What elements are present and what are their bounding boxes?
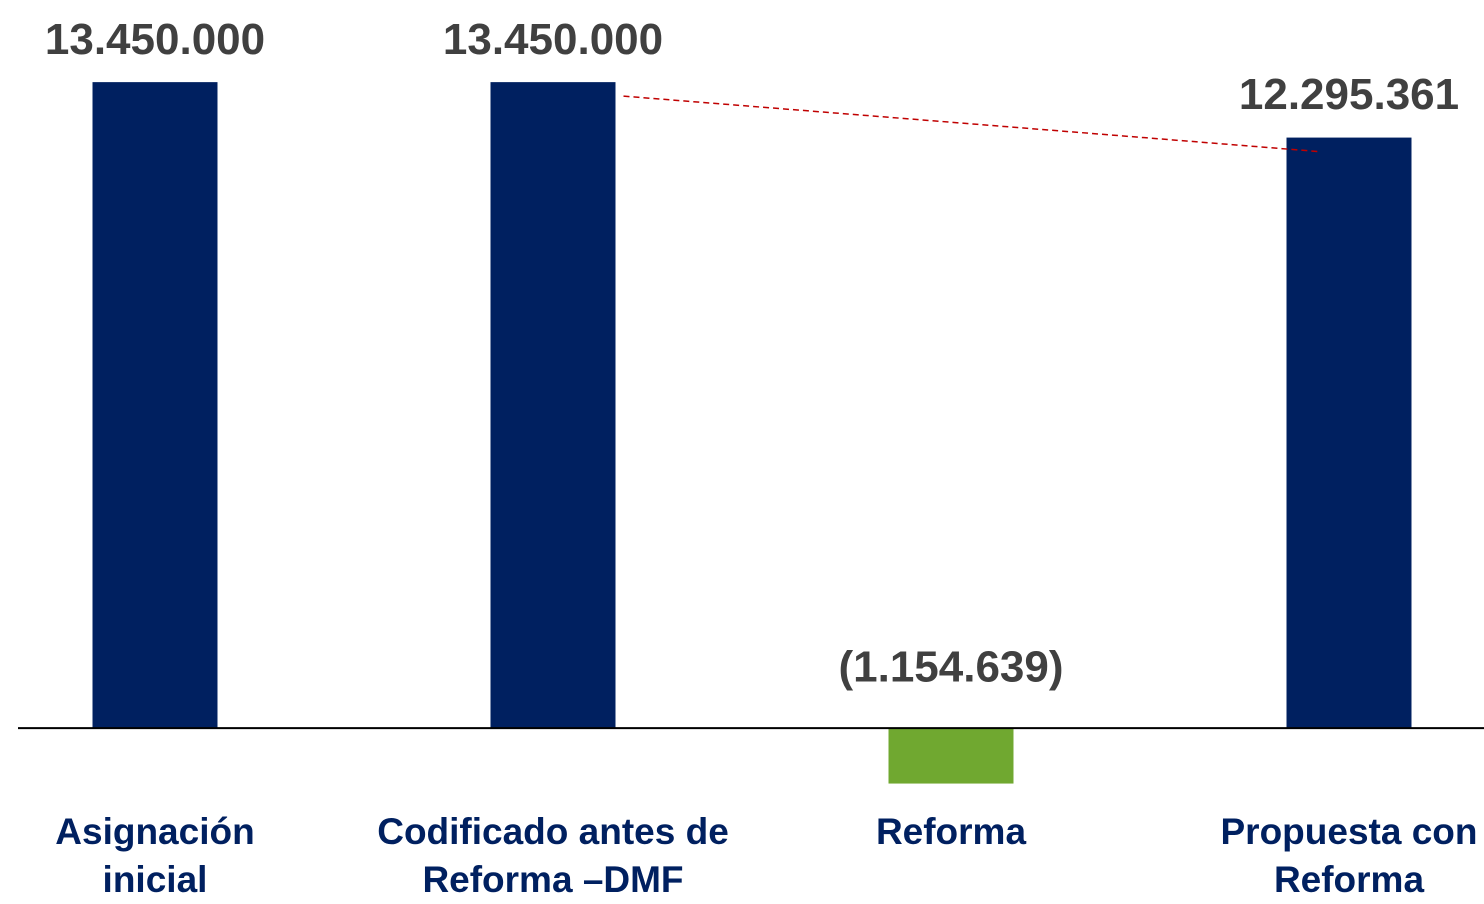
bar [92, 82, 218, 729]
category-label: Propuesta con Reforma [1220, 811, 1478, 900]
connector [623, 95, 1320, 153]
bar [490, 82, 616, 729]
value-label: 12.295.361 [1239, 70, 1459, 119]
value-label: 13.450.000 [443, 15, 663, 64]
bar [888, 728, 1014, 784]
category-label: Reforma [875, 811, 1027, 852]
category-label: Codificado antes de Reforma –DMF [377, 811, 729, 900]
category-label: Asignación inicial [55, 811, 255, 900]
value-label: (1.154.639) [838, 643, 1063, 692]
bar [1286, 137, 1412, 729]
value-label: 13.450.000 [45, 15, 265, 64]
